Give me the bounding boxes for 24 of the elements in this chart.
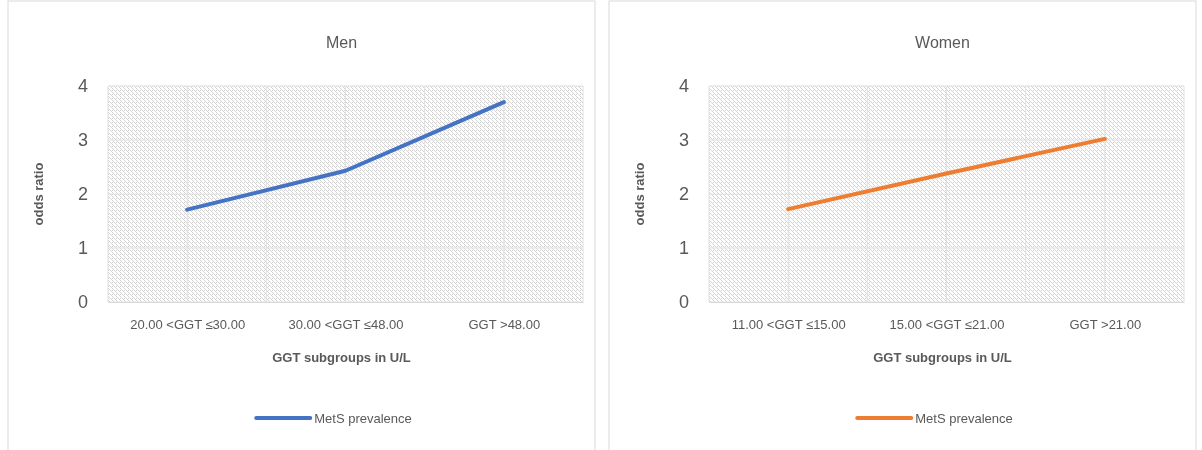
y-tick-label: 2 xyxy=(77,184,88,205)
legend-label: MetS prevalence xyxy=(314,410,412,426)
x-tick-label: 30.00 <GGT ≤48.00 xyxy=(288,317,404,333)
x-tick-label: 15.00 <GGT ≤21.00 xyxy=(889,317,1005,333)
y-tick-label: 3 xyxy=(77,130,88,151)
y-tick-label: 1 xyxy=(678,238,689,259)
chart-title: Women xyxy=(915,34,970,51)
y-axis-title: odds ratio xyxy=(632,162,647,226)
x-tick-label: GGT >21.00 xyxy=(1069,317,1142,333)
y-tick-label: 1 xyxy=(77,238,88,259)
x-axis-title: GGT subgroups in U/L xyxy=(272,350,411,365)
y-tick-label: 0 xyxy=(678,292,689,313)
x-axis-title: GGT subgroups in U/L xyxy=(873,350,1012,365)
x-tick-label: GGT >48.00 xyxy=(468,317,541,333)
legend-label: MetS prevalence xyxy=(915,410,1013,426)
x-tick-label: 20.00 <GGT ≤30.00 xyxy=(130,317,246,333)
y-axis-title: odds ratio xyxy=(31,162,46,226)
y-tick-label: 4 xyxy=(678,76,689,97)
y-tick-label: 3 xyxy=(678,130,689,151)
chart-title: Men xyxy=(325,34,358,51)
y-tick-label: 2 xyxy=(678,184,689,205)
y-tick-label: 0 xyxy=(77,292,88,313)
x-tick-label: 11.00 <GGT ≤15.00 xyxy=(731,317,846,333)
y-tick-label: 4 xyxy=(77,76,88,97)
